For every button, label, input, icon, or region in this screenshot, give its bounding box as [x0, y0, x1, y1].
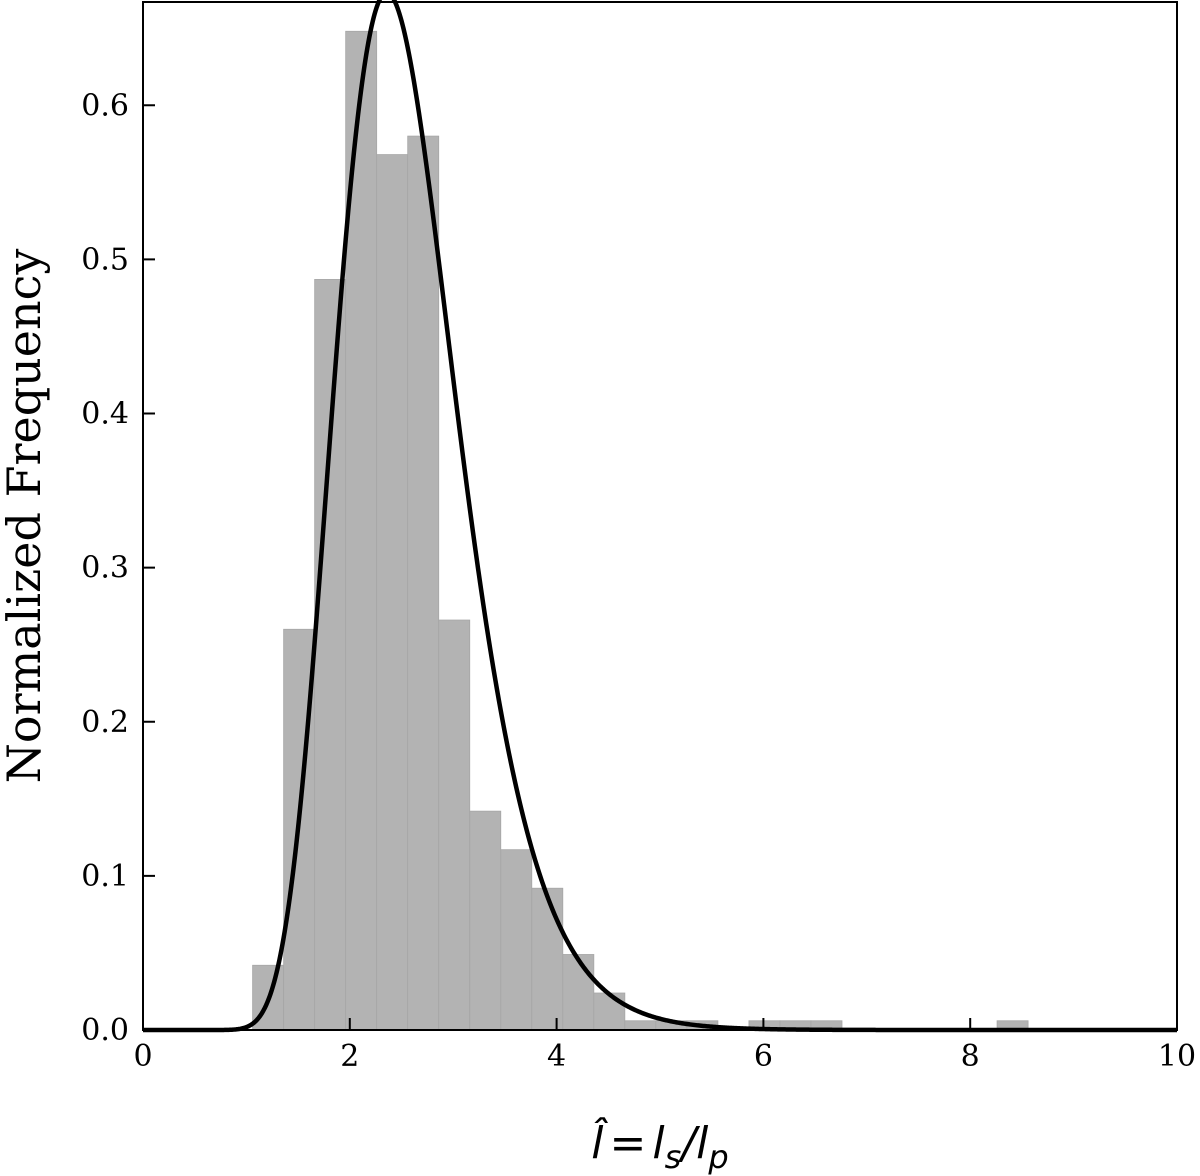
- y-axis-label: Normalized Frequency: [0, 249, 51, 784]
- histogram-bar: [531, 887, 564, 1031]
- histogram-bar: [438, 619, 471, 1031]
- y-tick-label: 0.3: [81, 551, 129, 586]
- x-tick-label: 0: [133, 1039, 152, 1074]
- x-axis-ticks: 0 2 4 6 8 10: [133, 1018, 1196, 1074]
- x-label-den-sub: p: [707, 1138, 728, 1176]
- x-tick-label: 2: [340, 1039, 359, 1074]
- y-tick-label: 0.6: [81, 88, 129, 123]
- y-tick-label: 0.4: [81, 397, 129, 432]
- x-label-slash: /: [677, 1118, 700, 1169]
- x-tick-label: 6: [754, 1039, 773, 1074]
- x-tick-label: 8: [961, 1039, 980, 1074]
- x-label-den: l: [696, 1118, 709, 1169]
- histogram-bars: [252, 30, 1029, 1031]
- histogram-bar: [624, 1020, 657, 1031]
- x-tick-label: 4: [547, 1039, 566, 1074]
- histogram-bar: [314, 279, 347, 1031]
- plot-frame: [142, 1, 1178, 1031]
- y-tick-label: 0.5: [81, 242, 129, 277]
- histogram-bar: [500, 849, 533, 1031]
- y-tick-label: 0.1: [81, 859, 129, 894]
- x-label-eq: =: [610, 1118, 647, 1169]
- histogram-bar: [562, 954, 595, 1031]
- histogram-bar: [469, 810, 502, 1031]
- x-label-num: l: [652, 1118, 665, 1169]
- x-axis-label: l̂ = ls/lp: [591, 1116, 728, 1176]
- y-tick-label: 0.2: [81, 705, 129, 740]
- y-tick-label: 0.0: [81, 1013, 129, 1048]
- x-tick-label: 10: [1158, 1039, 1196, 1074]
- x-label-num-sub: s: [665, 1138, 682, 1176]
- histogram-bar: [593, 992, 626, 1031]
- x-label-lhs: l̂: [591, 1116, 608, 1169]
- y-axis-ticks: 0.0 0.1 0.2 0.3 0.4 0.5 0.6: [81, 88, 155, 1048]
- histogram-bar: [407, 135, 440, 1031]
- histogram-bar: [376, 154, 409, 1031]
